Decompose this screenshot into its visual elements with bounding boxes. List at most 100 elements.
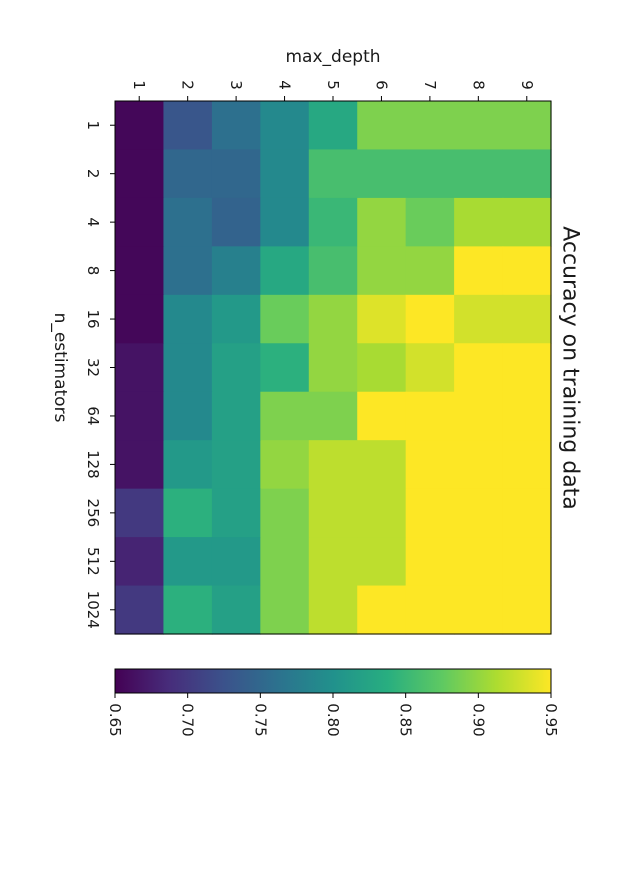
heatmap-cell [211, 101, 261, 151]
heatmap-cell [502, 391, 552, 441]
n-estimators-tick-label: 64 [84, 406, 102, 425]
n-estimators-tick-label: 1 [84, 120, 102, 130]
heatmap-cells [115, 101, 552, 635]
heatmap-cell [115, 197, 165, 247]
max-depth-ticks: 1 2 3 4 5 6 7 8 9 [130, 80, 536, 101]
colorbar-tick-label: 0.90 [469, 703, 487, 736]
n-estimators-tick-label: 512 [84, 547, 102, 576]
max-depth-tick-label: 7 [421, 80, 439, 90]
heatmap-cell [454, 488, 504, 538]
heatmap-cell [115, 149, 165, 199]
heatmap-cell [405, 149, 455, 199]
heatmap-cell [308, 149, 358, 199]
heatmap-cell [454, 294, 504, 344]
heatmap-cell [454, 149, 504, 199]
max-depth-tick-label: 9 [518, 80, 536, 90]
colorbar-tick-label: 0.65 [106, 703, 124, 736]
heatmap-cell [260, 585, 310, 635]
heatmap-cell [163, 537, 213, 587]
heatmap-cell [163, 391, 213, 441]
heatmap-cell [115, 440, 165, 490]
heatmap-cell [502, 197, 552, 247]
heatmap-cell [211, 585, 261, 635]
heatmap-cell [115, 343, 165, 393]
heatmap-cell [357, 585, 407, 635]
heatmap-cell [454, 246, 504, 296]
heatmap-cell [502, 149, 552, 199]
max-depth-tick-label: 6 [372, 80, 390, 90]
heatmap-cell [405, 246, 455, 296]
heatmap-cell [308, 488, 358, 538]
heatmap-cell [357, 197, 407, 247]
heatmap-cell [260, 343, 310, 393]
heatmap-cell [502, 101, 552, 151]
y-axis-label: n_estimators [50, 313, 70, 423]
colorbar-gradient [114, 668, 552, 694]
heatmap-cell [163, 440, 213, 490]
heatmap-cell [357, 149, 407, 199]
heatmap-cell [260, 294, 310, 344]
n-estimators-tick-label: 8 [84, 266, 102, 276]
heatmap-cell [405, 440, 455, 490]
heatmap-cell [502, 246, 552, 296]
heatmap-cell [115, 391, 165, 441]
heatmap-cell [405, 391, 455, 441]
heatmap-cell [454, 197, 504, 247]
heatmap-cell [502, 440, 552, 490]
max-depth-tick-label: 5 [324, 80, 342, 90]
heatmap-cell [211, 197, 261, 247]
heatmap-cell [357, 294, 407, 344]
heatmap-cell [502, 343, 552, 393]
max-depth-tick-label: 4 [276, 80, 294, 90]
heatmap-cell [405, 343, 455, 393]
colorbar-tick-label: 0.80 [324, 703, 342, 736]
n-estimators-tick-label: 2 [84, 169, 102, 179]
heatmap-cell [163, 246, 213, 296]
heatmap-cell [308, 585, 358, 635]
heatmap-cell [211, 391, 261, 441]
heatmap-cell [405, 294, 455, 344]
colorbar-tick-label: 0.85 [397, 703, 415, 736]
heatmap-cell [357, 440, 407, 490]
heatmap-cell [308, 343, 358, 393]
max-depth-tick-label: 8 [469, 80, 487, 90]
heatmap-cell [163, 149, 213, 199]
heatmap-cell [163, 294, 213, 344]
heatmap-cell [163, 585, 213, 635]
heatmap-cell [454, 391, 504, 441]
heatmap-cell [454, 343, 504, 393]
heatmap-cell [115, 585, 165, 635]
heatmap-cell [405, 585, 455, 635]
max-depth-tick-label: 1 [130, 80, 148, 90]
heatmap-cell [502, 537, 552, 587]
heatmap-cell [405, 197, 455, 247]
heatmap-cell [502, 488, 552, 538]
heatmap-cell [211, 440, 261, 490]
heatmap-cell [454, 585, 504, 635]
heatmap-cell [211, 488, 261, 538]
n-estimators-tick-label: 4 [84, 217, 102, 227]
heatmap-cell [260, 488, 310, 538]
heatmap-cell [357, 537, 407, 587]
n-estimators-tick-label: 16 [84, 309, 102, 328]
heatmap-cell [502, 294, 552, 344]
heatmap-cell [454, 537, 504, 587]
heatmap-cell [405, 537, 455, 587]
n-estimators-tick-label: 128 [84, 450, 102, 479]
heatmap-cell [357, 246, 407, 296]
heatmap-cell [308, 246, 358, 296]
heatmap-cell [260, 440, 310, 490]
colorbar-tick-label: 0.75 [251, 703, 269, 736]
chart-title: Accuracy on training data [558, 226, 583, 510]
n-estimators-ticks: 1 2 4 8 16 32 64 128 256 512 1024 [84, 120, 115, 629]
n-estimators-tick-label: 32 [84, 358, 102, 377]
heatmap-cell [163, 197, 213, 247]
heatmap-cell [308, 391, 358, 441]
heatmap-cell [405, 101, 455, 151]
heatmap-cell [260, 149, 310, 199]
heatmap-cell [260, 101, 310, 151]
heatmap-cell [308, 537, 358, 587]
heatmap-cell [211, 149, 261, 199]
heatmap-cell [211, 294, 261, 344]
